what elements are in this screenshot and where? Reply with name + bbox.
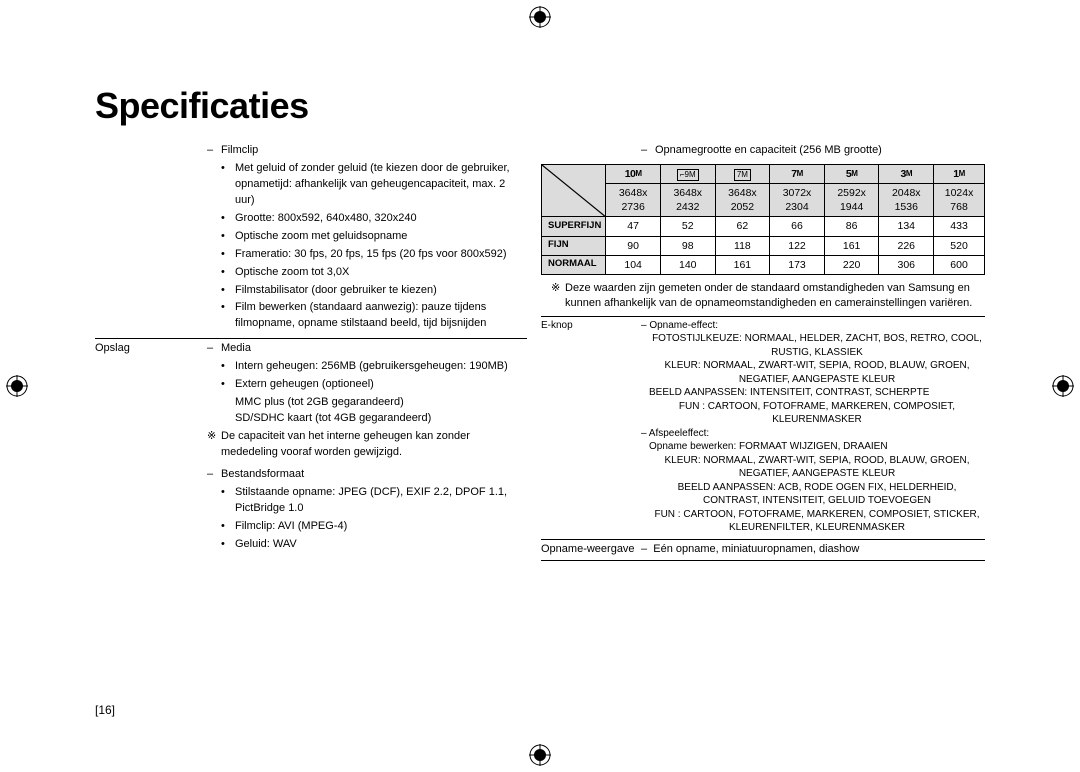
filmclip-label: Filmclip <box>221 143 527 159</box>
table-row: SUPERFIJN 4752626686134433 <box>542 217 985 236</box>
capacity-label: Opnamegrootte en capaciteit (256 MB groo… <box>655 143 985 158</box>
left-column: –Filmclip •Met geluid of zonder geluid (… <box>95 143 527 563</box>
page-content: Specificaties –Filmclip •Met geluid of z… <box>95 85 985 563</box>
opname-weergave: Eén opname, miniatuuropnamen, diashow <box>653 543 859 555</box>
oe4: FUN : CARTOON, FOTOFRAME, MARKEREN, COMP… <box>641 400 985 427</box>
page-title: Specificaties <box>95 85 985 127</box>
filmclip-b4: Frameratio: 30 fps, 20 fps, 15 fps (20 f… <box>235 247 527 263</box>
bestand-b2: Filmclip: AVI (MPEG-4) <box>235 519 527 535</box>
table-diag-cell <box>542 164 606 217</box>
resolution-row: 3648x 2736 3648x 2432 3648x 2052 3072x 2… <box>542 184 985 217</box>
res-h7: 1M <box>934 164 985 183</box>
res-h3: 7M <box>715 164 770 183</box>
filmclip-b7: Film bewerken (standaard aanwezig): pauz… <box>235 300 527 332</box>
res-h2: ⌐9M <box>660 164 715 183</box>
filmclip-b3: Optische zoom met geluidsopname <box>235 229 527 245</box>
crop-mark-right <box>1052 375 1074 397</box>
oe3: BEELD AANPASSEN: INTENSITEIT, CONTRAST, … <box>641 386 985 400</box>
capacity-note: Deze waarden zijn gemeten onder de stand… <box>565 281 985 311</box>
page-number: [16] <box>95 703 115 717</box>
table-row: FIJN 9098118122161226520 <box>542 236 985 255</box>
opname-weergave-label: Opname-weergave <box>541 542 641 557</box>
res-h4: 7M <box>770 164 825 183</box>
media-note: De capaciteit van het interne geheugen k… <box>221 429 527 461</box>
filmclip-b5: Optische zoom tot 3,0X <box>235 265 527 281</box>
bestand-label: Bestandsformaat <box>221 467 527 483</box>
res-h5: 5M <box>824 164 879 183</box>
afspeel-effect-label: Afspeeleffect: <box>649 428 709 439</box>
oe1: FOTOSTIJLKEUZE: NORMAAL, HELDER, ZACHT, … <box>641 332 985 359</box>
cap-note-star-icon: ※ <box>551 281 565 311</box>
ae4: FUN : CARTOON, FOTOFRAME, MARKEREN, COMP… <box>641 508 985 535</box>
ae2: KLEUR: NORMAAL, ZWART-WIT, SEPIA, ROOD, … <box>641 454 985 481</box>
bestand-b1: Stilstaande opname: JPEG (DCF), EXIF 2.2… <box>235 485 527 517</box>
bestand-b3: Geluid: WAV <box>235 537 527 553</box>
res-h1: 10M <box>606 164 661 183</box>
media-b2: Extern geheugen (optioneel) <box>235 377 527 393</box>
filmclip-b2: Grootte: 800x592, 640x480, 320x240 <box>235 211 527 227</box>
eknop-label: E-knop <box>541 319 641 535</box>
table-row: NORMAAL 104140161173220306600 <box>542 255 985 274</box>
filmclip-b1: Met geluid of zonder geluid (te kiezen d… <box>235 161 527 209</box>
ae3: BEELD AANPASSEN: ACB, RODE OGEN FIX, HEL… <box>641 481 985 508</box>
media-b2a: MMC plus (tot 2GB gegarandeerd) <box>207 395 527 411</box>
ae1: Opname bewerken: FORMAAT WIJZIGEN, DRAAI… <box>641 440 985 454</box>
media-b1: Intern geheugen: 256MB (gebruikersgeheug… <box>235 359 527 375</box>
filmclip-b6: Filmstabilisator (door gebruiker te kiez… <box>235 283 527 299</box>
crop-mark-bottom <box>529 744 551 766</box>
media-label: Media <box>221 341 527 357</box>
right-column: –Opnamegrootte en capaciteit (256 MB gro… <box>541 143 985 563</box>
capacity-table: 10M ⌐9M 7M 7M 5M 3M 1M 3648x 2736 3648x … <box>541 164 985 275</box>
res-h6: 3M <box>879 164 934 183</box>
oe2: KLEUR: NORMAAL, ZWART-WIT, SEPIA, ROOD, … <box>641 359 985 386</box>
crop-mark-top <box>529 6 551 28</box>
crop-mark-left <box>6 375 28 397</box>
note-star-icon: ※ <box>207 429 221 461</box>
media-b2b: SD/SDHC kaart (tot 4GB gegarandeerd) <box>207 411 527 427</box>
opname-effect-label: Opname-effect: <box>649 320 718 331</box>
opslag-label: Opslag <box>95 341 207 554</box>
